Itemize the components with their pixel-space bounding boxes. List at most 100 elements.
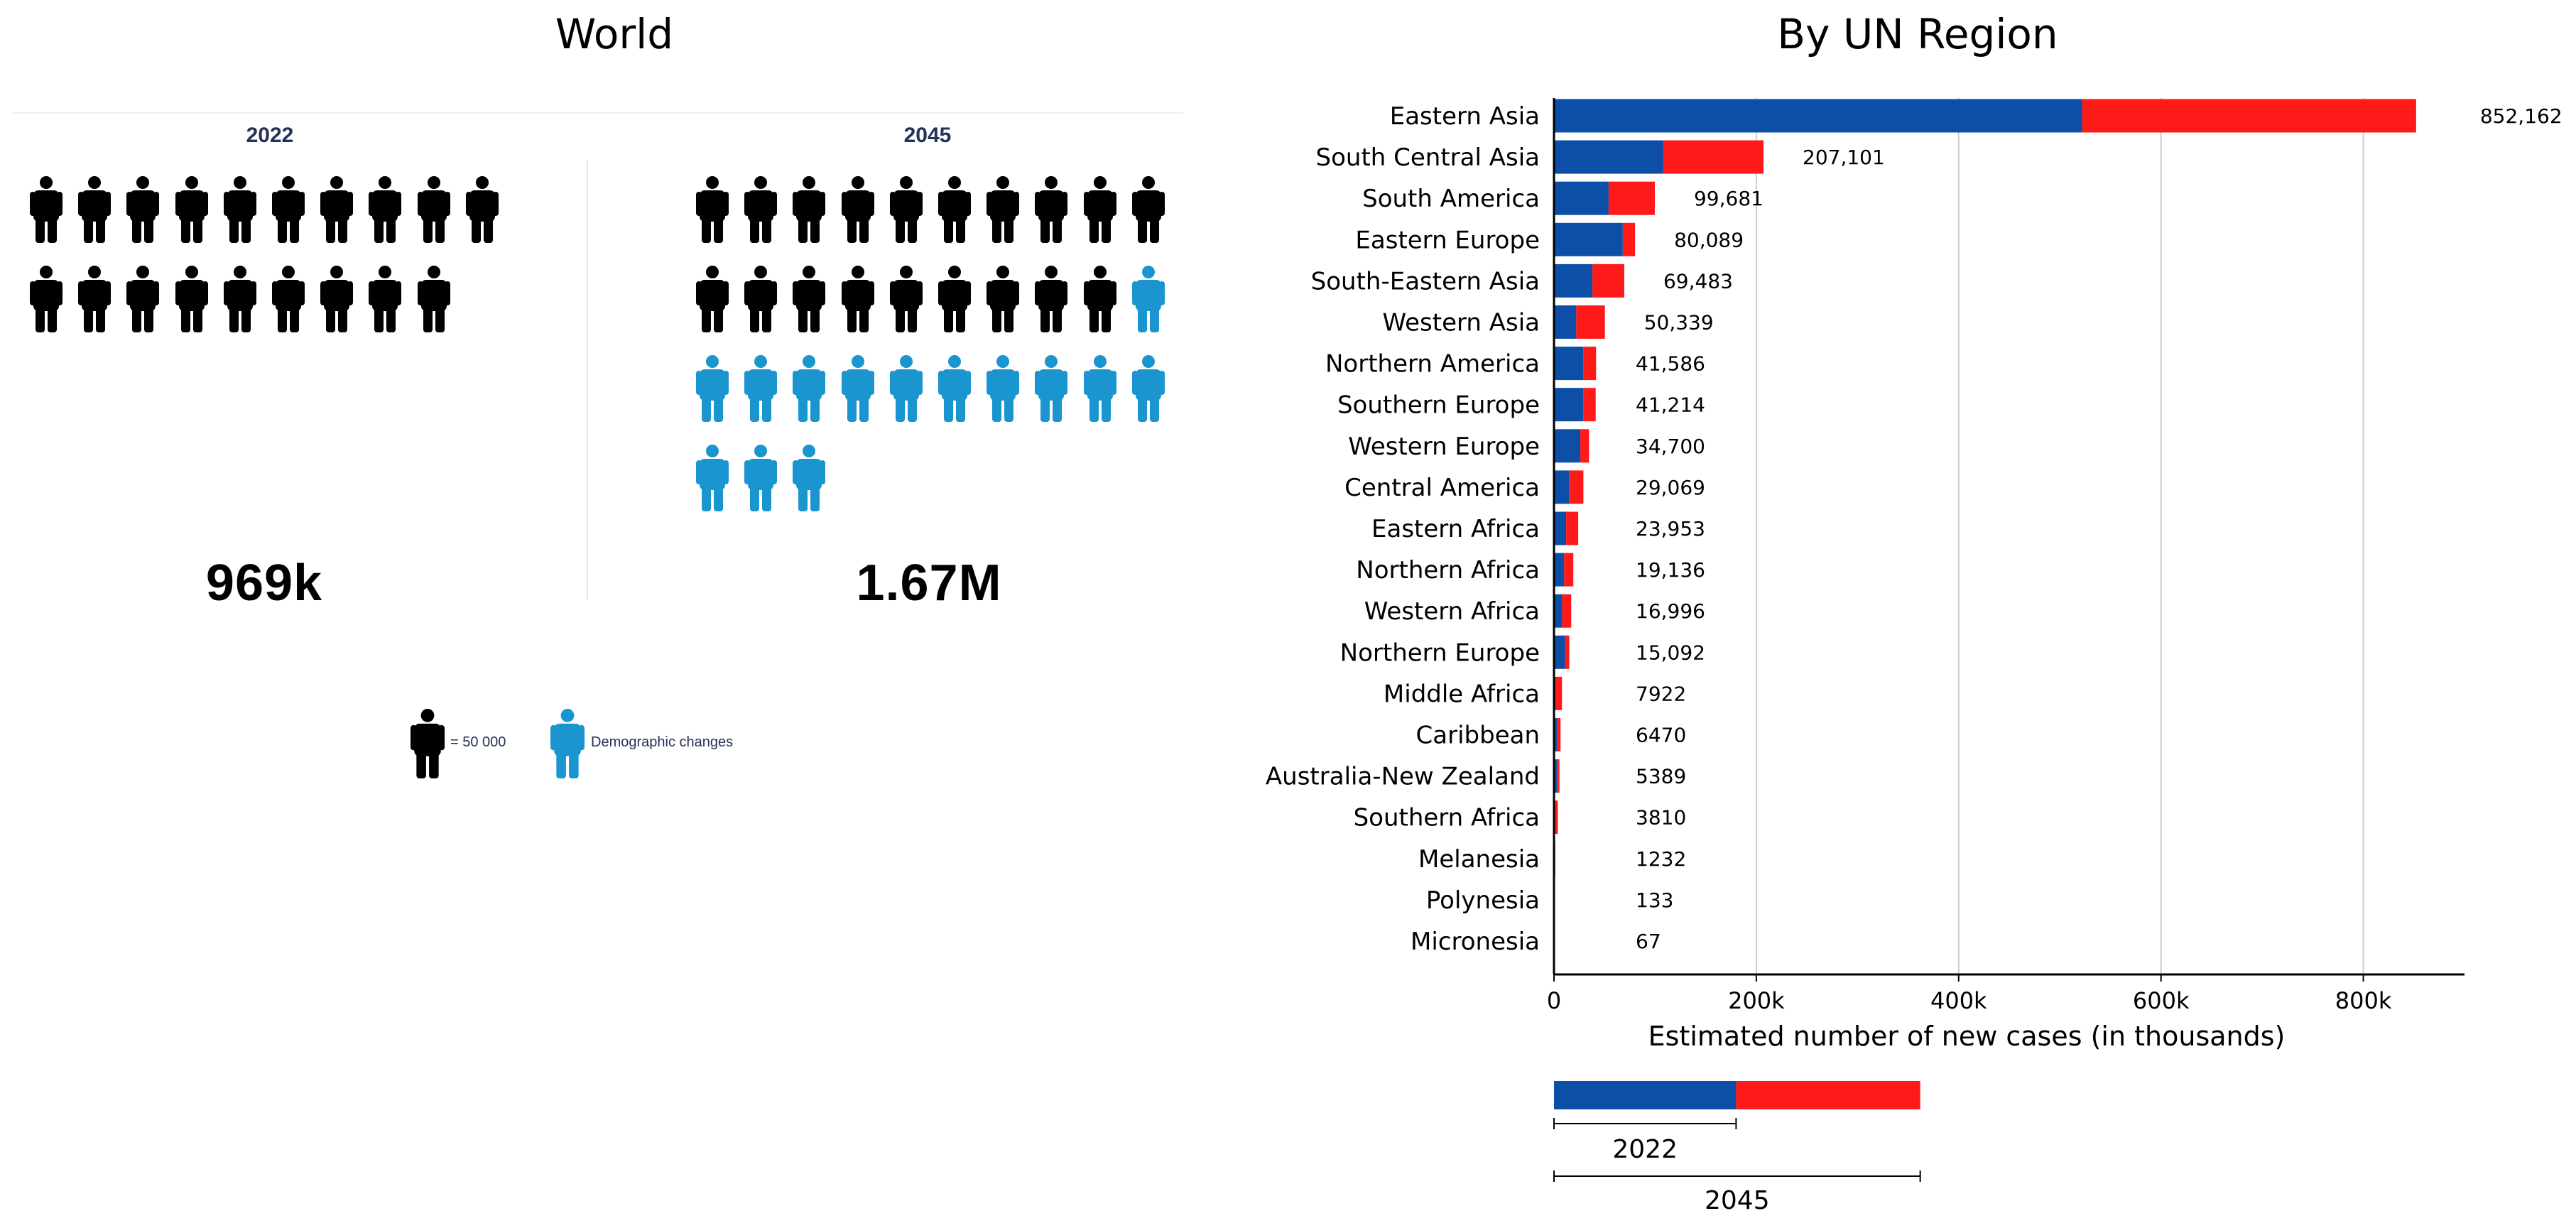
person-icon (744, 176, 778, 243)
category-label: Western Africa (1364, 597, 1540, 626)
value-label: 67 (1636, 930, 1661, 953)
bar-increase (1555, 800, 1558, 835)
bar-2022 (1554, 470, 1570, 504)
person-icon (1035, 176, 1068, 243)
category-label: Eastern Asia (1390, 102, 1540, 131)
value-label: 6470 (1636, 724, 1686, 747)
bar-2022 (1554, 759, 1558, 793)
bar-2022 (1554, 140, 1663, 174)
value-label: 41,214 (1636, 393, 1705, 417)
person-icon (175, 266, 208, 332)
value-label: 23,953 (1636, 517, 1705, 540)
category-label: Southern Africa (1354, 804, 1540, 832)
person-icon (78, 176, 112, 243)
x-tick-label: 200k (1728, 987, 1785, 1014)
bar-2022 (1554, 511, 1567, 545)
key-label-2045: 2045 (1705, 1186, 1770, 1215)
legend-change-text: Demographic changes (591, 734, 734, 750)
value-label: 99,681 (1694, 187, 1763, 210)
person-icon (1035, 355, 1068, 422)
person-icon (841, 176, 874, 243)
bar-increase (1608, 181, 1655, 215)
value-label: 41,586 (1636, 352, 1705, 376)
bar-2022 (1554, 594, 1563, 628)
legend-unit-text: = 50 000 (450, 734, 506, 750)
x-axis-title: Estimated number of new cases (in thousa… (1648, 1021, 2286, 1052)
value-label: 3810 (1636, 806, 1686, 830)
bar-increase (1557, 759, 1560, 793)
person-icon (744, 445, 778, 511)
total-2022: 969k (205, 555, 323, 612)
person-icon (1083, 355, 1116, 422)
person-icon (696, 266, 729, 332)
value-label: 69,483 (1663, 269, 1733, 293)
x-tick-label: 600k (2133, 987, 2190, 1014)
bar-increase (1583, 388, 1596, 422)
category-label: Western Asia (1383, 309, 1540, 337)
bar-2022 (1554, 388, 1584, 422)
value-label: 852,162 (2480, 104, 2563, 128)
bar-increase (1564, 553, 1574, 587)
value-label: 7922 (1636, 682, 1686, 705)
value-label: 34,700 (1636, 435, 1705, 458)
person-icon (126, 266, 160, 332)
value-label: 19,136 (1636, 558, 1705, 582)
value-label: 29,069 (1636, 476, 1705, 499)
bar-2022 (1554, 222, 1623, 256)
value-label: 5389 (1636, 765, 1686, 788)
person-icon (272, 176, 305, 243)
key-bar-increase (1736, 1081, 1920, 1109)
bar-increase (1576, 305, 1605, 339)
person-icon (30, 176, 63, 243)
person-icon (1083, 266, 1116, 332)
person-icon (793, 176, 826, 243)
value-label: 50,339 (1644, 311, 1714, 335)
category-label: Northern America (1325, 350, 1540, 379)
person-icon (465, 176, 499, 243)
bar-increase (1622, 222, 1636, 256)
category-label: South Central Asia (1316, 143, 1540, 172)
category-label: South America (1362, 185, 1540, 213)
bar-increase (1592, 263, 1624, 298)
bar-2022 (1554, 263, 1593, 298)
bar-increase (1565, 635, 1570, 669)
x-tick-label: 800k (2335, 987, 2392, 1014)
bar-increase (1583, 347, 1597, 381)
person-icon (696, 445, 729, 511)
value-label: 80,089 (1674, 228, 1744, 251)
key-bar-2022 (1554, 1081, 1737, 1109)
bar-increase (1555, 676, 1563, 710)
category-label: Middle Africa (1384, 680, 1540, 708)
category-label: Western Europe (1348, 433, 1540, 461)
person-icon (938, 176, 971, 243)
category-label: Central America (1344, 474, 1540, 502)
person-icon (411, 706, 445, 781)
world-title: World (555, 10, 674, 58)
person-icon (223, 176, 256, 243)
category-label: Eastern Africa (1371, 515, 1540, 543)
bar-2022 (1554, 553, 1565, 587)
person-icon (938, 266, 971, 332)
person-icon (938, 355, 971, 422)
person-icon (744, 355, 778, 422)
bar-increase (1580, 429, 1589, 463)
person-icon (841, 355, 874, 422)
category-label: Eastern Europe (1355, 226, 1540, 254)
value-label: 1232 (1636, 847, 1686, 871)
person-icon (744, 266, 778, 332)
person-icon (889, 266, 923, 332)
bar-increase (2082, 99, 2416, 133)
value-label: 15,092 (1636, 641, 1705, 664)
bar-2022 (1554, 718, 1558, 751)
person-icon (793, 266, 826, 332)
person-icon (793, 445, 826, 511)
category-label: Caribbean (1416, 722, 1540, 750)
x-tick-label: 0 (1547, 987, 1561, 1014)
bar-2022 (1554, 347, 1584, 381)
bar-2022 (1554, 635, 1565, 669)
bar-2022 (1554, 181, 1609, 215)
category-label: South-Eastern Asia (1311, 267, 1540, 295)
person-icon (320, 176, 354, 243)
category-label: Northern Africa (1356, 556, 1540, 585)
